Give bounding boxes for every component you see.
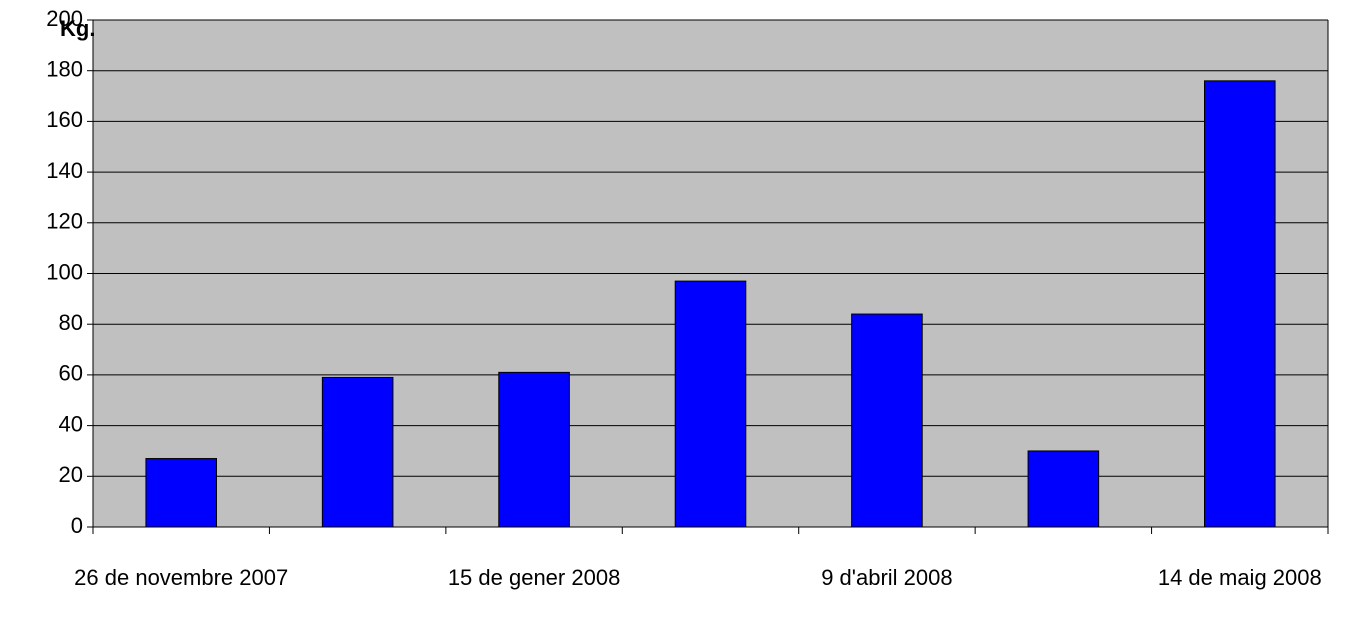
y-tick-label: 20 [59,462,83,487]
bar [145,458,217,528]
bar [498,371,570,528]
y-tick-label: 100 [46,259,83,284]
y-tick-label: 180 [46,57,83,82]
bar [674,280,747,528]
x-tick-label: 15 de gener 2008 [447,565,621,590]
x-tick-label: 14 de maig 2008 [1157,565,1322,590]
y-tick-label: 140 [46,158,83,183]
bar [851,313,923,528]
bar [1204,80,1276,528]
bar [1027,450,1100,528]
x-tick-label: 26 de novembre 2007 [74,565,289,590]
y-tick-label: 120 [46,209,83,234]
bar [321,376,394,528]
y-tick-label: 160 [46,107,83,132]
x-tick-label: 9 d'abril 2008 [821,565,953,590]
y-tick-label: 200 [46,6,83,31]
y-tick-label: 0 [71,513,83,538]
y-tick-label: 80 [59,310,83,335]
y-tick-label: 60 [59,361,83,386]
y-tick-label: 40 [59,411,83,436]
